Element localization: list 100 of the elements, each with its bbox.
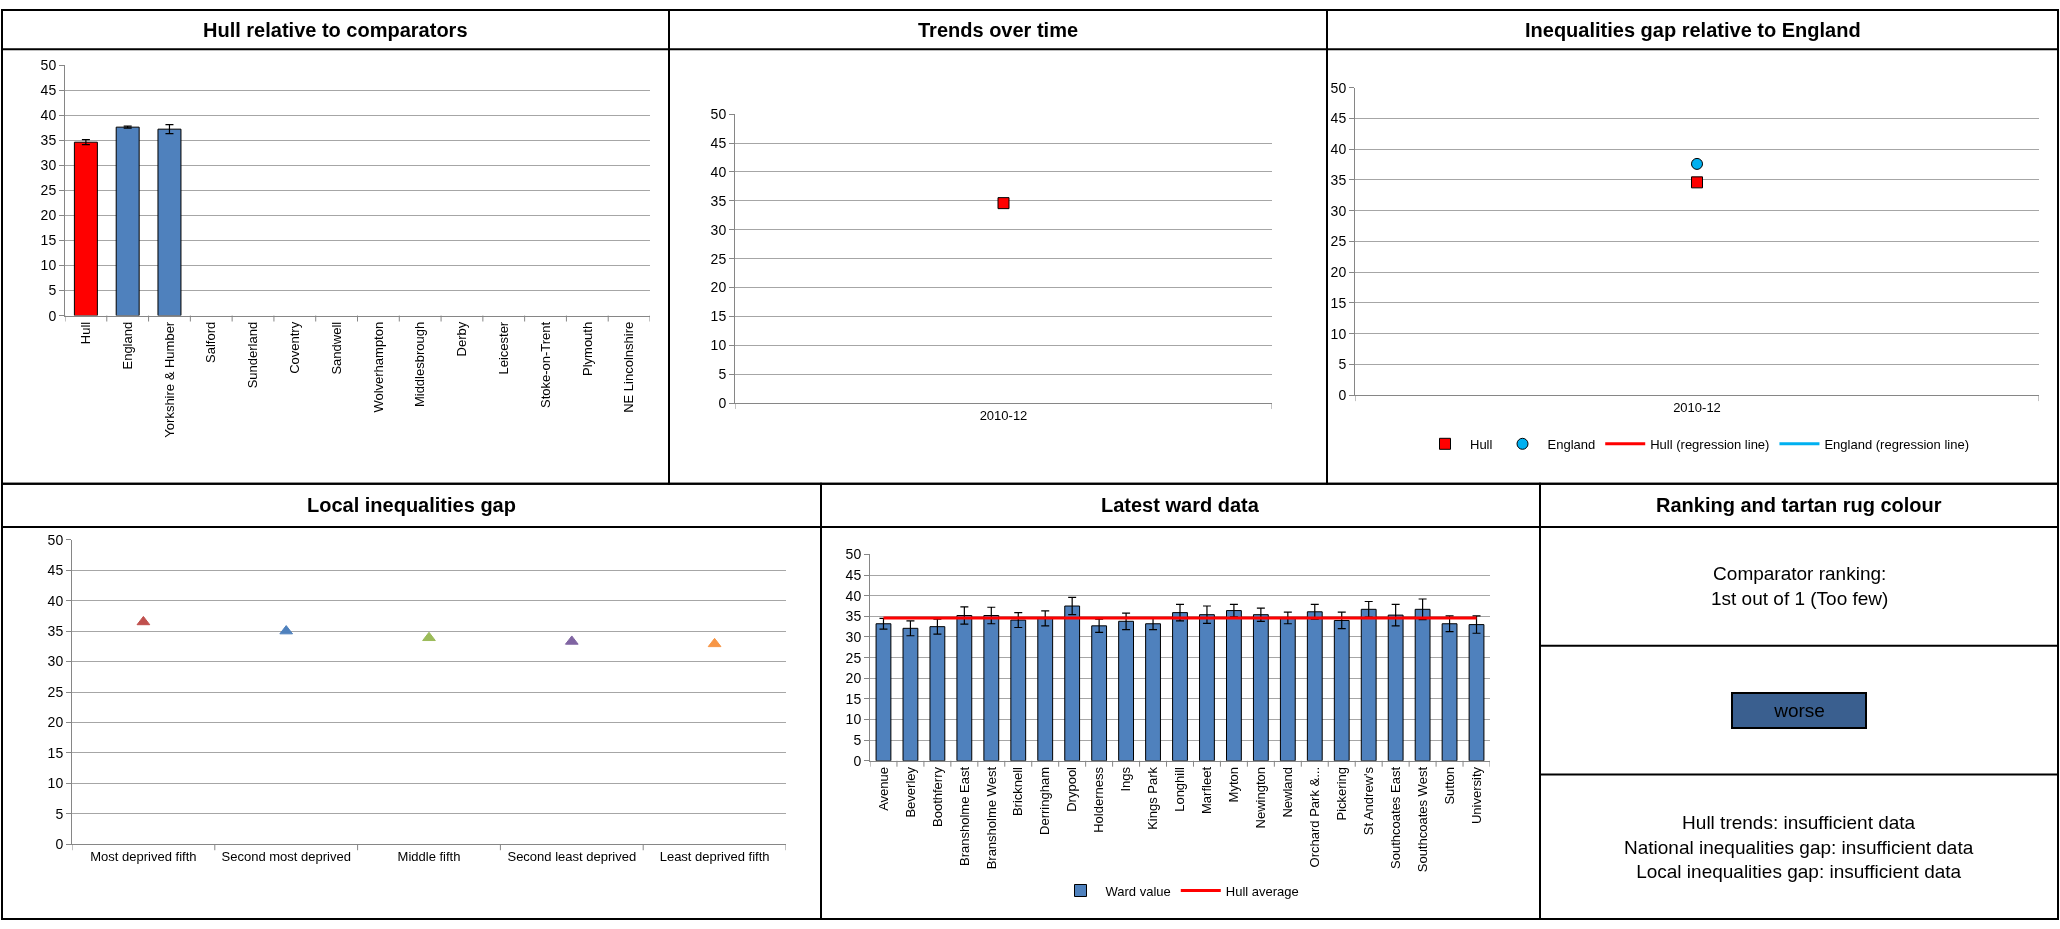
y-tick-label: 45 <box>40 81 57 98</box>
y-tick-label: 40 <box>1330 141 1347 158</box>
x-tick-label: Newland <box>1280 767 1296 818</box>
y-tick-label: 40 <box>40 107 57 124</box>
point <box>136 615 151 626</box>
x-tick-label: Most deprived fifth <box>90 848 197 864</box>
bar <box>157 128 182 316</box>
x-tick-label: Sutton <box>1441 767 1457 805</box>
x-tick-label: Bricknell <box>1010 766 1026 817</box>
y-tick-label: 0 <box>718 394 727 411</box>
text: Comparator ranking: 1st out of 1 (Too few) <box>1711 563 1889 609</box>
y-tick-label: 15 <box>1330 294 1347 311</box>
x-tick-label: Second least deprived <box>507 848 637 864</box>
x-tick-label: NE Lincolnshire <box>621 321 637 413</box>
y-tick-label: 5 <box>48 282 57 299</box>
x-tick-label: Middle fifth <box>397 848 461 864</box>
chart-title: Hull relative to comparators <box>203 19 468 41</box>
y-tick-label: 15 <box>40 232 57 249</box>
x-tick-label: Derby <box>454 321 470 357</box>
x-tick-label: Plymouth <box>579 321 595 377</box>
y-tick-label: 45 <box>845 566 862 583</box>
x-tick-label: University <box>1468 766 1484 825</box>
x-tick-label: Newington <box>1253 767 1269 829</box>
y-tick-label: 30 <box>47 653 64 670</box>
y-tick-label: 50 <box>845 546 862 563</box>
x-tick-label: Leicester <box>495 321 511 375</box>
text: worse <box>1773 700 1825 721</box>
x-tick-label: Boothferry <box>929 766 945 827</box>
bar <box>1145 623 1161 761</box>
y-tick-label: 20 <box>1330 264 1347 281</box>
y-tick-label: 15 <box>845 690 862 707</box>
x-tick-label: Ings <box>1118 766 1134 792</box>
x-tick-label: 2010-12 <box>1673 399 1721 415</box>
y-tick-label: 40 <box>47 592 64 609</box>
x-tick-label: Bransholme East <box>956 766 972 867</box>
chart-title: Inequalities gap relative to England <box>1525 19 1861 41</box>
y-tick-label: 25 <box>47 683 64 700</box>
y-tick-label: 5 <box>55 805 64 822</box>
chart-title: Trends over time <box>918 19 1079 41</box>
x-tick-label: Sandwell <box>328 321 344 375</box>
y-tick-label: 50 <box>1330 79 1347 96</box>
chart-title: Local inequalities gap <box>307 494 516 516</box>
point <box>422 631 436 642</box>
x-tick-label: Marfleet <box>1199 766 1215 814</box>
y-tick-label: 10 <box>40 257 57 274</box>
y-tick-label: 35 <box>710 192 727 209</box>
y-tick-label: 40 <box>710 163 727 180</box>
y-tick-label: 5 <box>1338 356 1347 373</box>
legend-label: Ward value <box>1105 883 1171 899</box>
y-tick-label: 50 <box>40 56 57 73</box>
y-tick-label: 10 <box>1330 325 1347 342</box>
x-tick-label: Southcoates West <box>1414 766 1430 873</box>
x-tick-label: Coventry <box>287 321 303 374</box>
y-tick-label: 30 <box>845 628 862 645</box>
y-tick-label: 45 <box>47 562 64 579</box>
y-tick-label: 0 <box>1338 387 1347 404</box>
x-tick-label: Beverley <box>902 766 918 818</box>
y-tick-label: 50 <box>710 106 727 123</box>
x-tick-label: Myton <box>1226 767 1242 803</box>
y-tick-label: 35 <box>47 622 64 639</box>
x-tick-label: Derringham <box>1037 767 1053 835</box>
x-tick-label: Yorkshire & Humber <box>161 321 177 438</box>
y-tick-label: 45 <box>1330 110 1347 127</box>
y-tick-label: 15 <box>710 308 727 325</box>
point <box>707 637 722 648</box>
y-tick-label: 30 <box>710 221 727 238</box>
y-tick-label: 50 <box>47 531 64 548</box>
chart-title: Latest ward data <box>1101 494 1260 516</box>
x-tick-label: Kings Park <box>1145 766 1161 830</box>
x-tick-label: Salford <box>203 321 219 364</box>
y-tick-label: 5 <box>718 366 727 383</box>
x-tick-label: Holderness <box>1091 766 1107 833</box>
x-tick-label: Wolverhampton <box>370 321 386 413</box>
x-tick-label: Southcoates East <box>1387 766 1403 869</box>
x-tick-label: Bransholme West <box>983 766 999 870</box>
x-tick-label: England <box>119 321 135 370</box>
x-tick-label: Second most deprived <box>221 848 351 864</box>
legend-label: England (regression line) <box>1824 436 1969 452</box>
y-tick-label: 0 <box>853 752 862 769</box>
y-tick-label: 15 <box>47 744 64 761</box>
legend-label: Hull average <box>1225 883 1299 899</box>
y-tick-label: 30 <box>40 157 57 174</box>
y-tick-label: 25 <box>845 649 862 666</box>
y-tick-label: 0 <box>55 836 64 853</box>
y-tick-label: 20 <box>845 670 862 687</box>
bar <box>115 126 140 316</box>
x-tick-label: Pickering <box>1333 767 1349 821</box>
y-tick-label: 30 <box>1330 202 1347 219</box>
y-tick-label: 20 <box>47 714 64 731</box>
y-tick-label: 0 <box>48 307 57 324</box>
legend-label: Hull <box>1470 436 1493 452</box>
bar <box>73 141 98 316</box>
x-tick-label: Middlesbrough <box>412 321 428 408</box>
x-tick-label: St Andrew's <box>1360 766 1376 836</box>
y-tick-label: 10 <box>47 775 64 792</box>
x-tick-label: Stoke-on-Trent <box>537 321 553 409</box>
legend-label: Hull (regression line) <box>1650 436 1770 452</box>
y-tick-label: 5 <box>853 732 862 749</box>
y-tick-label: 35 <box>1330 171 1347 188</box>
x-tick-label: Orchard Park &... <box>1307 767 1323 868</box>
